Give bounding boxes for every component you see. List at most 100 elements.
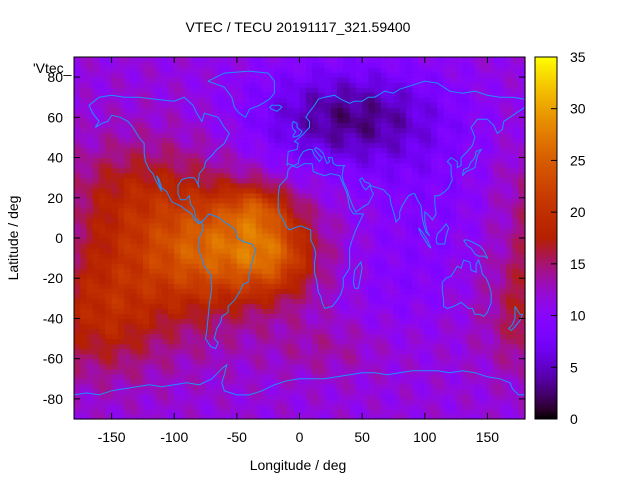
heatmap-cell	[99, 217, 106, 224]
heatmap-cell	[368, 212, 376, 219]
heatmap-cell	[124, 278, 131, 284]
heatmap-cell	[211, 263, 219, 269]
heatmap-cell	[218, 238, 225, 244]
heatmap-cell	[86, 403, 94, 410]
heatmap-cell	[493, 227, 501, 234]
heatmap-cell	[167, 288, 175, 294]
heatmap-cell	[268, 298, 276, 304]
heatmap-cell	[205, 197, 213, 204]
heatmap-cell	[161, 127, 169, 134]
heatmap-cell	[155, 122, 163, 128]
heatmap-cell	[149, 328, 157, 335]
heatmap-cell	[405, 82, 413, 88]
heatmap-cell	[431, 207, 438, 214]
heatmap-cell	[343, 127, 351, 134]
heatmap-cell	[387, 132, 395, 139]
heatmap-cell	[261, 408, 269, 415]
heatmap-cell	[337, 293, 344, 299]
heatmap-cell	[399, 72, 407, 78]
heatmap-cell	[462, 413, 470, 420]
heatmap-cell	[124, 403, 131, 410]
heatmap-cell	[186, 238, 194, 244]
heatmap-cell	[167, 152, 175, 159]
heatmap-cell	[186, 162, 194, 169]
heatmap-cell	[261, 328, 269, 335]
heatmap-cell	[136, 167, 144, 174]
heatmap-cell	[493, 202, 501, 209]
heatmap-cell	[86, 358, 94, 365]
heatmap-cell	[167, 97, 175, 103]
heatmap-cell	[399, 157, 407, 164]
heatmap-cell	[380, 87, 388, 93]
heatmap-cell	[155, 192, 163, 199]
heatmap-cell	[368, 222, 376, 229]
heatmap-cell	[318, 112, 326, 118]
heatmap-cell	[305, 323, 313, 330]
heatmap-cell	[274, 313, 282, 320]
heatmap-cell	[149, 197, 157, 204]
heatmap-cell	[299, 318, 307, 325]
heatmap-cell	[324, 192, 332, 199]
heatmap-cell	[499, 227, 507, 234]
heatmap-cell	[224, 343, 232, 350]
heatmap-cell	[499, 102, 507, 108]
heatmap-cell	[393, 288, 401, 294]
heatmap-cell	[412, 243, 420, 249]
heatmap-cell	[74, 142, 81, 149]
heatmap-cell	[99, 383, 106, 390]
heatmap-cell	[449, 227, 457, 234]
heatmap-cell	[249, 253, 257, 259]
heatmap-cell	[312, 263, 319, 269]
heatmap-cell	[443, 243, 451, 249]
heatmap-cell	[412, 368, 420, 375]
heatmap-cell	[236, 318, 244, 325]
heatmap-cell	[393, 353, 401, 360]
heatmap-cell	[249, 403, 257, 410]
heatmap-cell	[86, 273, 94, 279]
heatmap-cell	[211, 403, 219, 410]
heatmap-cell	[218, 303, 225, 309]
heatmap-cell	[468, 132, 476, 139]
heatmap-cell	[412, 383, 420, 390]
heatmap-cell	[255, 92, 263, 98]
heatmap-cell	[161, 268, 169, 274]
heatmap-cell	[243, 368, 250, 375]
heatmap-cell	[437, 167, 445, 174]
heatmap-cell	[167, 227, 175, 234]
heatmap-cell	[224, 197, 232, 204]
heatmap-cell	[412, 172, 420, 179]
heatmap-cell	[255, 137, 263, 144]
heatmap-cell	[117, 268, 125, 274]
heatmap-cell	[368, 238, 376, 244]
heatmap-cell	[305, 72, 313, 78]
heatmap-cell	[374, 152, 382, 159]
heatmap-cell	[261, 378, 269, 385]
heatmap-cell	[136, 288, 144, 294]
heatmap-cell	[312, 313, 319, 320]
heatmap-cell	[274, 403, 282, 410]
heatmap-cell	[399, 368, 407, 375]
heatmap-cell	[349, 127, 357, 134]
heatmap-cell	[405, 273, 413, 279]
heatmap-cell	[399, 217, 407, 224]
heatmap-cell	[80, 308, 88, 315]
heatmap-cell	[142, 238, 150, 244]
heatmap-cell	[224, 172, 232, 179]
heatmap-cell	[437, 298, 445, 304]
heatmap-cell	[405, 328, 413, 335]
heatmap-cell	[305, 348, 313, 355]
heatmap-cell	[174, 248, 182, 254]
heatmap-cell	[449, 172, 457, 179]
heatmap-cell	[261, 238, 269, 244]
heatmap-cell	[261, 117, 269, 123]
heatmap-cell	[261, 222, 269, 229]
heatmap-cell	[111, 288, 119, 294]
heatmap-cell	[418, 308, 426, 315]
heatmap-cell	[249, 87, 257, 93]
heatmap-cell	[493, 142, 501, 149]
heatmap-cell	[412, 303, 420, 309]
heatmap-cell	[387, 177, 395, 184]
heatmap-cell	[218, 217, 225, 224]
heatmap-cell	[380, 363, 388, 370]
heatmap-cell	[205, 207, 213, 214]
